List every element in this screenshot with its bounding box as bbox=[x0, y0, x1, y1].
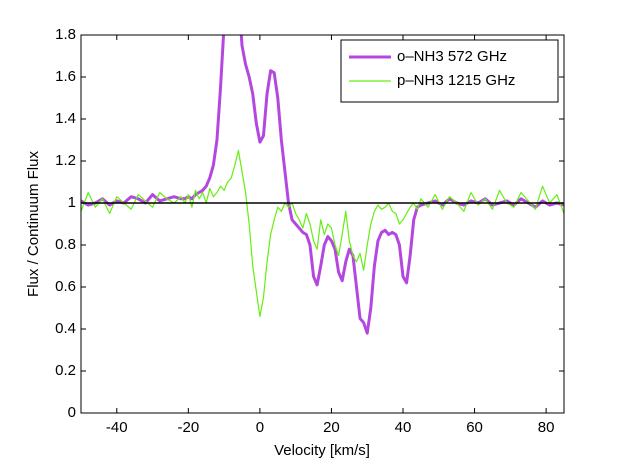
plot-lines bbox=[81, 35, 564, 335]
legend-box bbox=[340, 39, 559, 103]
x-tick-label: 60 bbox=[466, 419, 483, 436]
x-axis-label: Velocity [km/s] bbox=[274, 442, 370, 459]
y-tick-label: 1.4 bbox=[55, 110, 76, 127]
axes-frame bbox=[80, 34, 565, 414]
y-tick-label: 0.8 bbox=[55, 236, 76, 253]
y-tick-label: 1.8 bbox=[55, 26, 76, 43]
x-tick-label: 20 bbox=[323, 419, 340, 436]
legend-label: p–NH3 1215 GHz bbox=[397, 72, 515, 89]
y-tick-label: 0.2 bbox=[55, 362, 76, 379]
legend-label: o–NH3 572 GHz bbox=[397, 48, 507, 65]
series-line bbox=[81, 149, 564, 317]
x-tick-label: 80 bbox=[538, 419, 555, 436]
y-tick-label: 0.4 bbox=[55, 320, 76, 337]
y-tick-label: 0.6 bbox=[55, 278, 76, 295]
x-tick-label: 40 bbox=[395, 419, 412, 436]
y-tick-label: 1.2 bbox=[55, 152, 76, 169]
x-tick-label: 0 bbox=[256, 419, 264, 436]
y-tick-label: 1.6 bbox=[55, 68, 76, 85]
y-tick-label: 0 bbox=[68, 404, 76, 421]
x-tick-label: -40 bbox=[106, 419, 128, 436]
y-axis-label: Flux / Continuum Flux bbox=[25, 151, 42, 297]
series-line bbox=[81, 35, 564, 335]
y-tick-label: 1 bbox=[68, 194, 76, 211]
x-tick-label: -20 bbox=[177, 419, 199, 436]
